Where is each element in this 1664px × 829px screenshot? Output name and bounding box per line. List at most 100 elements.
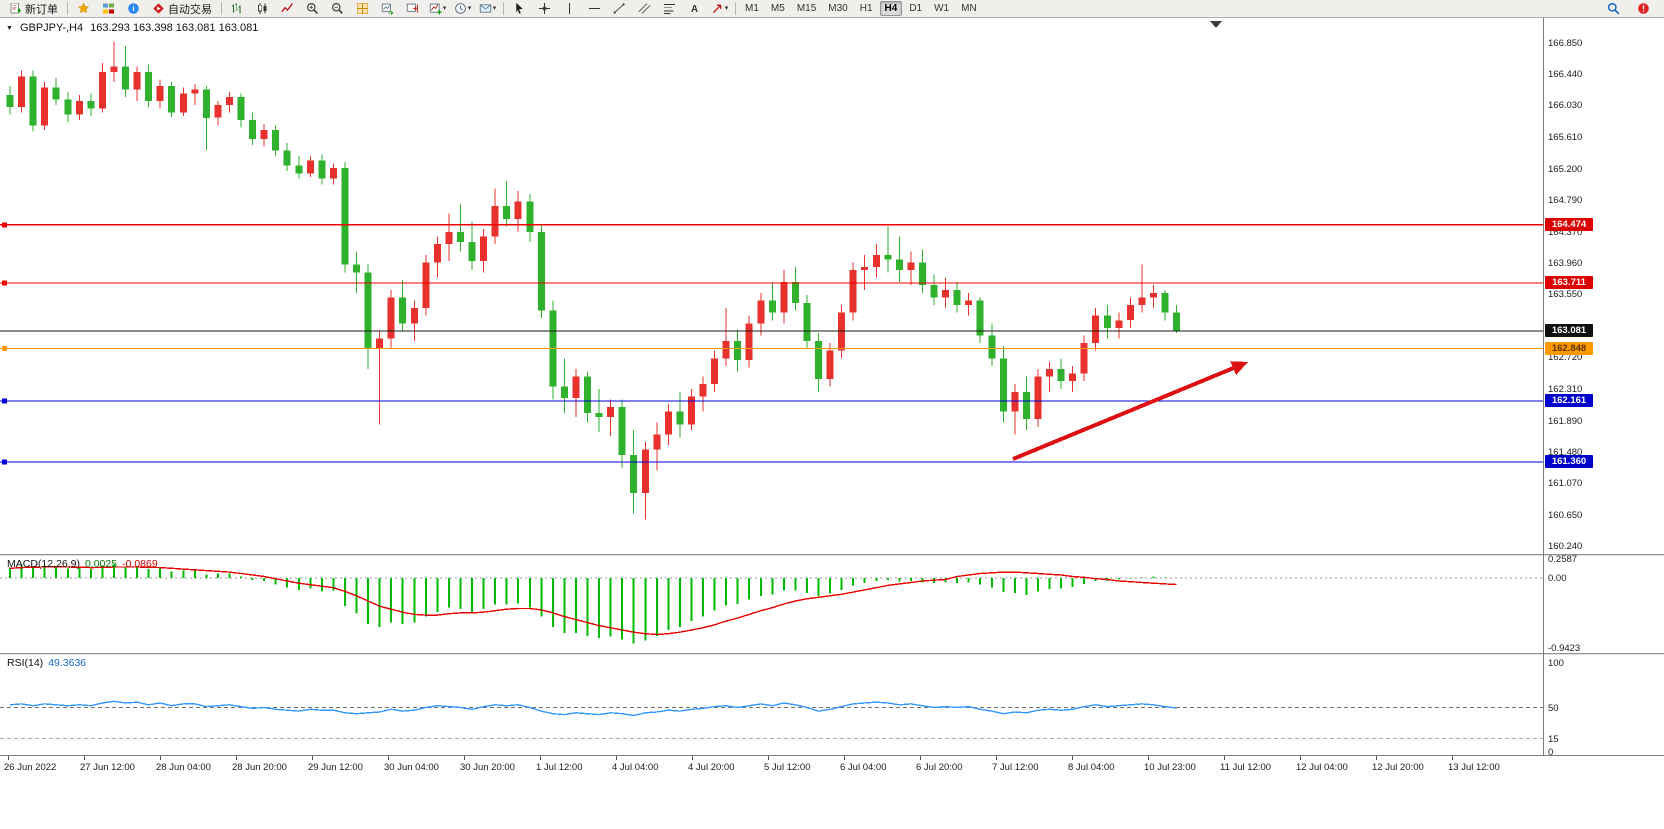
macd-canvas[interactable]	[0, 556, 1543, 653]
candle	[87, 101, 95, 109]
candle	[1057, 369, 1065, 382]
cursor-button[interactable]	[507, 0, 532, 18]
candle	[1034, 376, 1042, 420]
main-chart-pane[interactable]: ▼ GBPJPY-,H4 163.293 163.398 163.081 163…	[0, 18, 1543, 554]
candle	[503, 206, 511, 219]
macd-signal-line	[9, 566, 1177, 636]
charts-grid-button[interactable]	[96, 0, 121, 18]
auto-trading-button[interactable]: 自动交易	[146, 0, 218, 18]
one-click-trading-arrow-icon[interactable]: ▼	[6, 24, 13, 32]
crosshair-button[interactable]	[532, 0, 557, 18]
candle	[942, 289, 950, 298]
candle	[757, 300, 765, 324]
candle	[572, 376, 580, 398]
channel-icon	[638, 3, 651, 14]
timeframe-m15-button[interactable]: M15	[796, 3, 817, 14]
timeframe-h1-button[interactable]: H1	[859, 3, 873, 14]
arrows-button[interactable]: ▾	[707, 0, 732, 18]
vertical-line-button[interactable]	[557, 0, 582, 18]
new-order-button[interactable]: 新订单	[3, 0, 64, 18]
pane-splitter[interactable]	[0, 653, 1664, 655]
price-chart-canvas[interactable]	[0, 18, 1543, 554]
line-handle[interactable]	[2, 222, 7, 228]
candlesticks-button[interactable]	[250, 0, 275, 18]
price-badge: 163.081	[1545, 324, 1593, 337]
periods-button[interactable]: ▾	[450, 0, 475, 18]
bars-button[interactable]	[225, 0, 250, 18]
horizontal-line-button[interactable]	[582, 0, 607, 18]
candle	[664, 411, 672, 435]
zoom-out-icon	[332, 3, 343, 14]
tile-windows-button[interactable]	[350, 0, 375, 18]
candle	[630, 455, 638, 494]
time-axis-label: 30 Jun 20:00	[460, 762, 515, 773]
line-handle[interactable]	[2, 398, 7, 404]
zoom-out-button[interactable]	[325, 0, 350, 18]
time-axis-label: 6 Jul 20:00	[916, 762, 963, 773]
trendline-button[interactable]	[607, 0, 632, 18]
channel-button[interactable]	[632, 0, 657, 18]
time-tick	[996, 756, 997, 760]
timeframe-m30-button[interactable]: M30	[828, 3, 848, 14]
candle	[52, 87, 60, 100]
rsi-pane[interactable]: RSI(14) 49.3636	[0, 655, 1543, 755]
time-tick	[8, 756, 9, 760]
templates-button[interactable]: ▾	[475, 0, 500, 18]
candle	[1022, 391, 1030, 420]
candle	[514, 201, 522, 219]
new-chart-icon	[429, 3, 442, 15]
auto-scroll-icon	[381, 3, 394, 15]
line-chart-button[interactable]	[275, 0, 300, 18]
text-button[interactable]: A	[682, 0, 707, 18]
trend-arrow[interactable]	[1012, 363, 1242, 461]
time-axis-label: 12 Jul 04:00	[1296, 762, 1348, 773]
line-handle[interactable]	[2, 280, 7, 286]
time-axis-label: 10 Jul 23:00	[1144, 762, 1196, 773]
price-axis-label: 165.610	[1548, 132, 1583, 143]
time-tick	[388, 756, 389, 760]
line-handle[interactable]	[2, 346, 7, 352]
svg-text:A: A	[691, 4, 698, 15]
new-chart-button[interactable]: ▾	[425, 0, 450, 18]
search-button[interactable]	[1601, 0, 1626, 18]
price-axis-label: 163.550	[1548, 289, 1583, 300]
macd-axis-label: 0.00	[1548, 573, 1567, 584]
zoom-in-button[interactable]	[300, 0, 325, 18]
info-icon: i	[128, 3, 139, 14]
favorites-button[interactable]	[71, 0, 96, 18]
tile-windows-icon	[356, 2, 369, 15]
candle	[202, 89, 210, 118]
info-button[interactable]: i	[121, 0, 146, 18]
candle	[122, 66, 129, 90]
rsi-canvas[interactable]	[0, 655, 1543, 755]
price-axis[interactable]: 166.850 166.440 166.030 165.610 165.200 164.7…	[1545, 18, 1664, 758]
timeframe-d1-button[interactable]: D1	[909, 3, 923, 14]
time-axis[interactable]: 26 Jun 2022 27 Jun 12:00 28 Jun 04:00 28 Ju…	[0, 755, 1664, 776]
candle	[976, 300, 984, 336]
timeframe-mn-button[interactable]: MN	[961, 3, 977, 14]
time-axis-label: 4 Jul 04:00	[612, 762, 659, 773]
fibonacci-button[interactable]	[657, 0, 682, 18]
timeframe-w1-button[interactable]: W1	[934, 3, 950, 14]
trend-arrow-head[interactable]	[1230, 361, 1248, 375]
horizontal-line-icon	[588, 8, 601, 9]
macd-pane[interactable]: MACD(12,26,9) 0.0025 -0.0869	[0, 556, 1543, 653]
candle	[457, 231, 464, 242]
toolbar: 新订单 i 自动交易	[0, 0, 1664, 18]
alerts-button[interactable]	[1631, 0, 1656, 18]
auto-scroll-button[interactable]	[375, 0, 400, 18]
chart-shift-button[interactable]	[400, 0, 425, 18]
chart-shift-marker[interactable]	[1210, 21, 1222, 28]
toolbar-separator	[503, 2, 504, 15]
timeframe-m1-button[interactable]: M1	[745, 3, 759, 14]
candle	[1138, 297, 1146, 305]
candle	[110, 66, 118, 72]
pane-splitter[interactable]	[0, 554, 1664, 556]
time-tick	[84, 756, 85, 760]
timeframe-h4-button[interactable]: H4	[879, 1, 903, 16]
candle	[826, 350, 834, 379]
candle	[884, 254, 892, 260]
line-handle[interactable]	[2, 459, 7, 465]
timeframe-m5-button[interactable]: M5	[770, 3, 785, 14]
